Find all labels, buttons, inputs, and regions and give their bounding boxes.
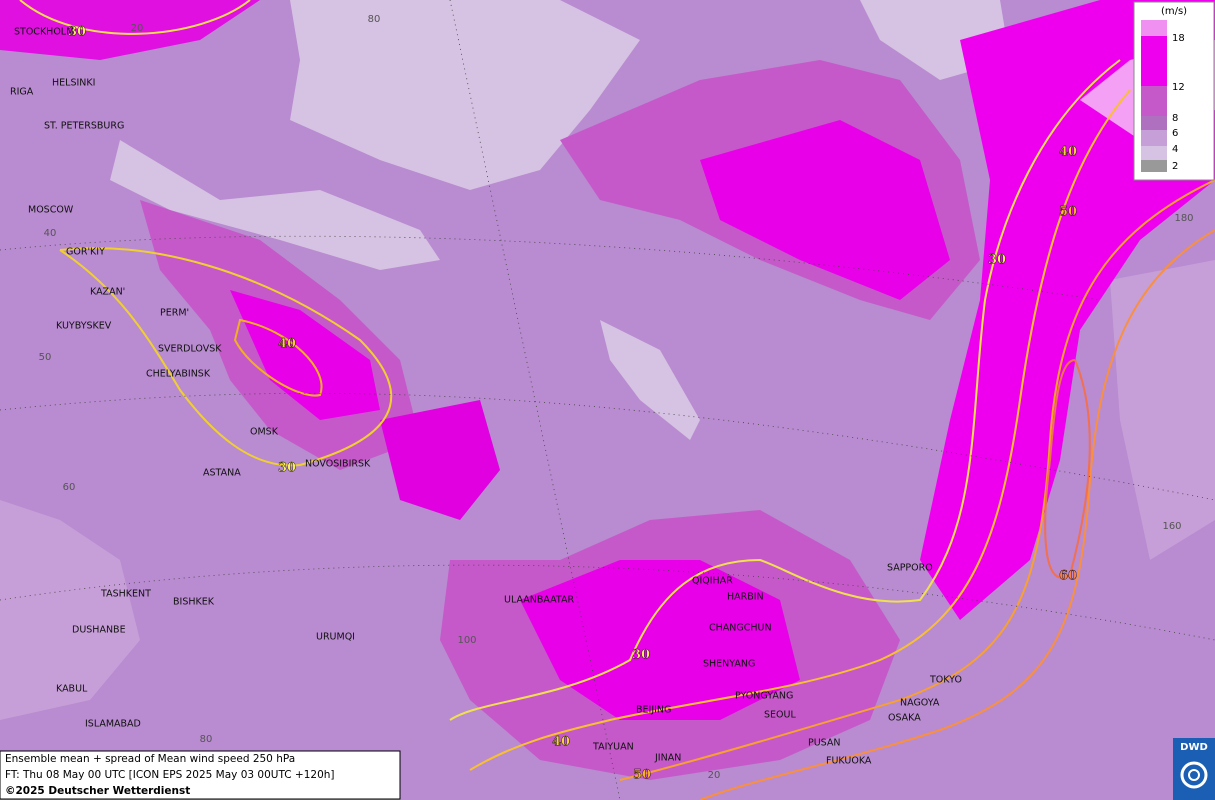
- city-label: JINAN: [654, 753, 681, 764]
- footer-time: FT: Thu 08 May 00 UTC [ICON EPS 2025 May…: [5, 769, 335, 781]
- city-label: BEIJING: [636, 705, 671, 716]
- logo-text: DWD: [1180, 742, 1208, 753]
- graticule-label: 20: [131, 23, 144, 34]
- city-label: ASTANA: [203, 468, 241, 479]
- logo: DWD: [1173, 738, 1215, 800]
- legend-label: 4: [1172, 144, 1178, 155]
- city-label: DUSHANBE: [72, 625, 126, 636]
- city-label: TAIYUAN: [592, 742, 634, 753]
- city-label: KUYBYSKEV: [56, 321, 112, 332]
- legend-label: 6: [1172, 128, 1178, 139]
- city-label: CHELYABINSK: [146, 369, 211, 380]
- legend-label: 8: [1172, 113, 1178, 124]
- graticule-label: 60: [63, 482, 76, 493]
- city-label: NAGOYA: [900, 698, 940, 709]
- city-label: URUMQI: [316, 632, 355, 643]
- city-label: QIQIHAR: [692, 576, 733, 587]
- city-label: PUSAN: [808, 738, 841, 749]
- city-label: ISLAMABAD: [85, 719, 141, 730]
- contours: [19, 0, 1215, 800]
- city-label: OSAKA: [888, 713, 921, 724]
- city-label: MOSCOW: [28, 205, 74, 216]
- city-label: KAZAN': [90, 287, 125, 298]
- city-label: ST. PETERSBURG: [44, 121, 124, 132]
- contour-label: 40: [278, 337, 296, 352]
- footer-title: Ensemble mean + spread of Mean wind spee…: [5, 753, 295, 765]
- city-label: SAPPORO: [887, 563, 933, 574]
- contour-label: 30: [988, 253, 1006, 268]
- graticule-label: 180: [1174, 213, 1193, 224]
- graticule-label: 40: [44, 228, 57, 239]
- contour-label: 50: [633, 768, 651, 783]
- city-label: NOVOSIBIRSK: [305, 459, 371, 470]
- city-label: HELSINKI: [52, 78, 95, 89]
- legend: (m/s) 18 12 8 6 4 2: [1133, 1, 1215, 181]
- graticule-label: 20: [708, 770, 721, 781]
- legend-label: 12: [1172, 82, 1185, 93]
- footer-box: [0, 750, 401, 800]
- city-label: SVERDLOVSK: [158, 344, 222, 355]
- legend-label: 18: [1172, 33, 1185, 44]
- graticule-label: 80: [368, 14, 381, 25]
- city-label: SEOUL: [764, 710, 796, 721]
- contour-label: 30: [68, 25, 86, 40]
- city-label: SHENYANG: [703, 659, 755, 670]
- footer-copyright: ©2025 Deutscher Wetterdienst: [5, 785, 190, 797]
- contour-label: 50: [1059, 205, 1077, 220]
- city-label: BISHKEK: [173, 597, 215, 608]
- city-label: TOKYO: [929, 675, 962, 686]
- city-label: CHANGCHUN: [709, 623, 772, 634]
- city-label: GOR'KIY: [66, 247, 105, 258]
- city-label: OMSK: [250, 427, 279, 438]
- contour-label: 40: [552, 735, 570, 750]
- city-label: RIGA: [10, 87, 34, 98]
- city-label: KABUL: [56, 684, 88, 695]
- city-label: FUKUOKA: [826, 756, 872, 767]
- contour-label: 30: [278, 461, 296, 476]
- graticule-labels: 20 80 40 50 60 100 80 20 180 160: [39, 14, 1194, 781]
- graticule-label: 160: [1162, 521, 1181, 532]
- city-labels: STOCKHOLM HELSINKI RIGA ST. PETERSBURG MOSCO…: [10, 27, 962, 767]
- graticule-label: 80: [200, 734, 213, 745]
- city-label: TASHKENT: [100, 589, 151, 600]
- legend-unit: (m/s): [1161, 6, 1187, 17]
- graticule-label: 50: [39, 352, 52, 363]
- city-label: STOCKHOLM: [14, 27, 74, 38]
- contour-label: 30: [632, 648, 650, 663]
- contour-label: 60: [1059, 569, 1077, 584]
- city-label: HARBIN: [727, 592, 764, 603]
- city-label: PERM': [160, 308, 189, 319]
- contour-label: 40: [1059, 145, 1077, 160]
- graticule-label: 100: [457, 635, 476, 646]
- contour-labels: 30 30 30 30 40 40 40 50 50 60: [68, 24, 1077, 783]
- city-label: ULAANBAATAR: [504, 595, 574, 606]
- legend-label: 2: [1172, 161, 1178, 172]
- footer: Ensemble mean + spread of Mean wind spee…: [0, 750, 401, 800]
- city-label: PYONGYANG: [735, 691, 793, 702]
